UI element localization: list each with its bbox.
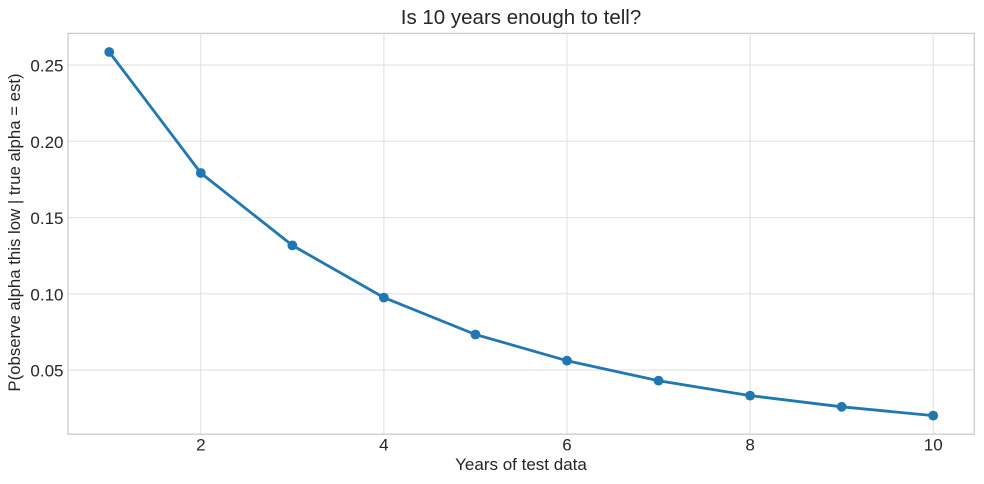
svg-text:Is 10 years enough to tell?: Is 10 years enough to tell? — [401, 6, 641, 29]
svg-text:4: 4 — [379, 436, 388, 455]
svg-text:0.10: 0.10 — [30, 285, 63, 304]
svg-text:2: 2 — [196, 436, 205, 455]
svg-text:0.05: 0.05 — [30, 362, 63, 381]
svg-text:0.20: 0.20 — [30, 133, 63, 152]
svg-text:0.25: 0.25 — [30, 57, 63, 76]
svg-text:8: 8 — [745, 436, 754, 455]
svg-text:Years of test data: Years of test data — [455, 455, 587, 474]
svg-text:6: 6 — [562, 436, 571, 455]
svg-text:10: 10 — [924, 436, 943, 455]
svg-text:0.15: 0.15 — [30, 209, 63, 228]
svg-text:P(observe alpha this low | tru: P(observe alpha this low | true alpha = … — [5, 73, 24, 391]
